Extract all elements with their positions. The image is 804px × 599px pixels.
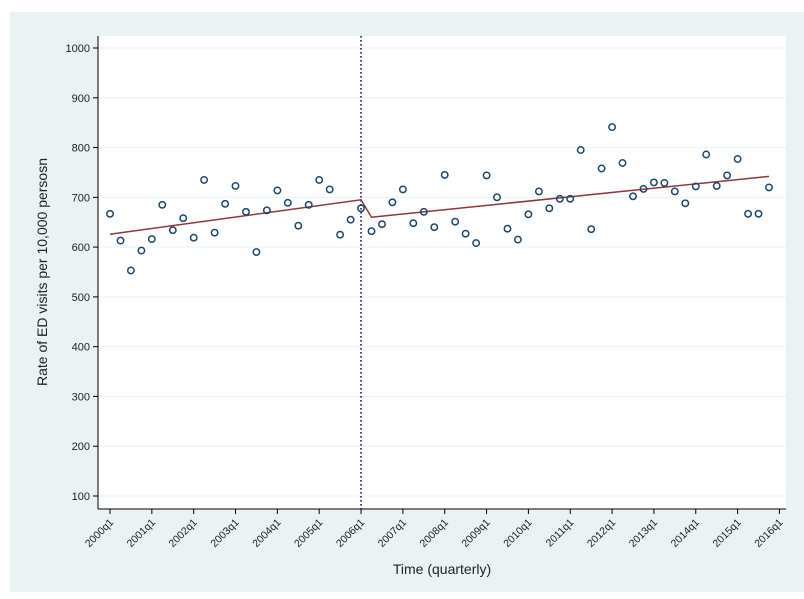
y-tick-label: 200	[72, 441, 90, 453]
data-point	[346, 215, 355, 224]
data-point	[681, 199, 690, 208]
data-point	[524, 210, 533, 219]
data-point	[325, 185, 334, 194]
data-point	[126, 266, 135, 275]
data-point	[200, 175, 209, 184]
data-point	[398, 185, 407, 194]
data-point	[336, 230, 345, 239]
data-point	[723, 171, 732, 180]
data-point	[252, 248, 261, 257]
data-point	[409, 219, 418, 228]
data-point	[566, 194, 575, 203]
data-point	[451, 217, 460, 226]
y-tick-label: 400	[72, 342, 90, 354]
data-point	[493, 193, 501, 202]
data-point	[472, 239, 481, 248]
data-point	[189, 233, 198, 242]
data-point	[116, 236, 125, 245]
data-point	[158, 200, 167, 209]
data-point	[106, 209, 114, 218]
data-point	[294, 221, 303, 230]
y-tick-label: 100	[72, 491, 90, 503]
y-tick-label: 900	[72, 93, 90, 105]
data-point	[440, 170, 449, 179]
data-point	[168, 226, 177, 235]
data-point	[210, 228, 219, 237]
data-point	[660, 178, 669, 187]
data-point	[712, 181, 721, 190]
x-axis-title: Time (quarterly)	[393, 561, 491, 577]
data-point	[576, 146, 585, 154]
data-point	[754, 209, 763, 218]
data-point	[503, 224, 512, 233]
data-point	[534, 187, 543, 196]
data-point	[273, 186, 282, 195]
data-point	[629, 192, 637, 201]
data-point	[262, 206, 271, 215]
plot-area	[98, 36, 786, 509]
data-point	[702, 150, 711, 159]
data-point	[179, 214, 188, 223]
y-tick-label: 300	[72, 391, 90, 403]
data-point	[221, 199, 230, 208]
data-point	[513, 235, 522, 244]
data-point	[618, 159, 627, 167]
data-point	[378, 220, 386, 229]
y-tick-label: 500	[72, 292, 90, 304]
data-point	[137, 246, 146, 255]
data-points	[106, 123, 773, 275]
data-point	[545, 204, 554, 213]
data-point	[147, 235, 156, 244]
data-point	[482, 171, 491, 180]
data-point	[315, 175, 324, 184]
data-point	[388, 198, 397, 207]
grid-lines	[98, 47, 786, 497]
data-point	[765, 183, 773, 192]
data-point	[461, 229, 470, 238]
data-point	[608, 123, 617, 132]
data-point	[419, 207, 428, 216]
data-point	[639, 184, 648, 193]
data-point	[744, 209, 753, 218]
fit-line	[109, 175, 770, 235]
data-point	[649, 178, 658, 187]
data-point	[242, 207, 250, 216]
fit-lines	[109, 36, 770, 509]
y-tick-label: 600	[72, 242, 90, 254]
y-tick-label: 700	[72, 192, 90, 204]
data-point	[357, 204, 365, 213]
data-point	[430, 223, 439, 232]
data-point	[670, 187, 679, 196]
data-point	[231, 181, 240, 190]
data-point	[304, 200, 313, 209]
y-axis-title: Rate of ED visits per 10,000 persosn	[34, 158, 50, 386]
y-tick-label: 800	[72, 143, 90, 155]
data-point	[597, 164, 606, 173]
data-point	[691, 182, 700, 191]
data-point	[587, 225, 596, 234]
data-point	[283, 198, 292, 207]
y-tick-label: 1000	[66, 43, 90, 55]
data-point	[367, 227, 376, 236]
data-point	[555, 194, 564, 203]
data-point	[733, 155, 742, 163]
